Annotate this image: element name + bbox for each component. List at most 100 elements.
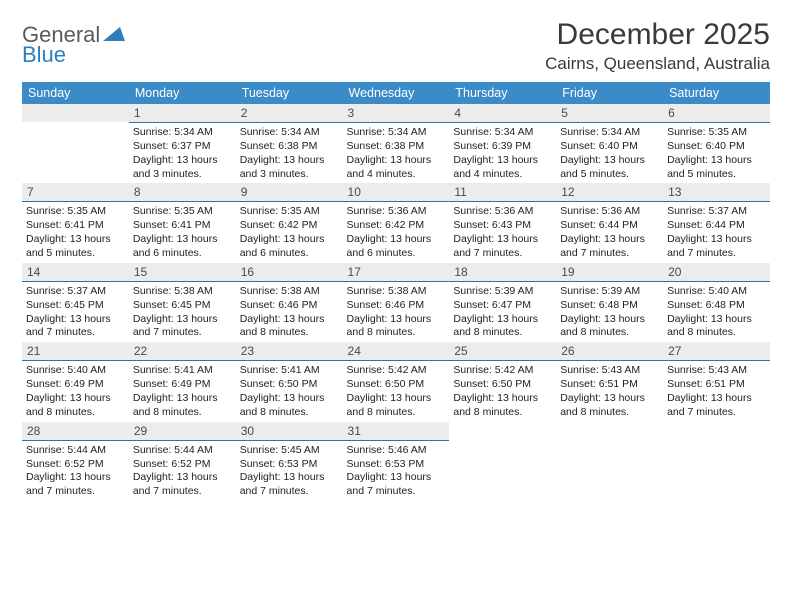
day-detail: Sunrise: 5:41 AMSunset: 6:49 PMDaylight:… [129,361,236,419]
weekday-header: Thursday [449,82,556,104]
calendar-cell [556,422,663,501]
weekday-header: Saturday [663,82,770,104]
day-detail: Sunrise: 5:37 AMSunset: 6:45 PMDaylight:… [22,282,129,340]
calendar-cell: 21Sunrise: 5:40 AMSunset: 6:49 PMDayligh… [22,342,129,421]
day-detail: Sunrise: 5:35 AMSunset: 6:42 PMDaylight:… [236,202,343,260]
day-detail: Sunrise: 5:38 AMSunset: 6:45 PMDaylight:… [129,282,236,340]
calendar-cell: 6Sunrise: 5:35 AMSunset: 6:40 PMDaylight… [663,104,770,183]
calendar-cell [663,422,770,501]
day-number: 18 [449,263,556,282]
day-number: 31 [343,422,450,441]
calendar-cell: 1Sunrise: 5:34 AMSunset: 6:37 PMDaylight… [129,104,236,183]
day-detail: Sunrise: 5:38 AMSunset: 6:46 PMDaylight:… [343,282,450,340]
calendar-cell: 25Sunrise: 5:42 AMSunset: 6:50 PMDayligh… [449,342,556,421]
day-number: 21 [22,342,129,361]
calendar-cell: 17Sunrise: 5:38 AMSunset: 6:46 PMDayligh… [343,263,450,342]
calendar-header-row: SundayMondayTuesdayWednesdayThursdayFrid… [22,82,770,104]
calendar-cell: 28Sunrise: 5:44 AMSunset: 6:52 PMDayligh… [22,422,129,501]
day-number: 12 [556,183,663,202]
logo-text-blue: Blue [22,42,66,68]
day-detail: Sunrise: 5:42 AMSunset: 6:50 PMDaylight:… [449,361,556,419]
day-detail: Sunrise: 5:41 AMSunset: 6:50 PMDaylight:… [236,361,343,419]
calendar-cell: 5Sunrise: 5:34 AMSunset: 6:40 PMDaylight… [556,104,663,183]
calendar-cell: 10Sunrise: 5:36 AMSunset: 6:42 PMDayligh… [343,183,450,262]
calendar-cell: 16Sunrise: 5:38 AMSunset: 6:46 PMDayligh… [236,263,343,342]
day-detail: Sunrise: 5:42 AMSunset: 6:50 PMDaylight:… [343,361,450,419]
day-detail: Sunrise: 5:38 AMSunset: 6:46 PMDaylight:… [236,282,343,340]
day-detail: Sunrise: 5:34 AMSunset: 6:39 PMDaylight:… [449,123,556,181]
header: General December 2025 Cairns, Queensland… [22,18,770,82]
day-detail: Sunrise: 5:44 AMSunset: 6:52 PMDaylight:… [22,441,129,499]
day-number: 3 [343,104,450,123]
day-number: 17 [343,263,450,282]
weekday-header: Tuesday [236,82,343,104]
calendar-cell: 27Sunrise: 5:43 AMSunset: 6:51 PMDayligh… [663,342,770,421]
calendar-cell: 2Sunrise: 5:34 AMSunset: 6:38 PMDaylight… [236,104,343,183]
calendar-week-row: 14Sunrise: 5:37 AMSunset: 6:45 PMDayligh… [22,263,770,342]
day-detail: Sunrise: 5:34 AMSunset: 6:37 PMDaylight:… [129,123,236,181]
day-detail: Sunrise: 5:36 AMSunset: 6:42 PMDaylight:… [343,202,450,260]
day-detail: Sunrise: 5:43 AMSunset: 6:51 PMDaylight:… [663,361,770,419]
day-detail: Sunrise: 5:45 AMSunset: 6:53 PMDaylight:… [236,441,343,499]
calendar-cell: 31Sunrise: 5:46 AMSunset: 6:53 PMDayligh… [343,422,450,501]
day-number: 10 [343,183,450,202]
day-number: 20 [663,263,770,282]
day-number: 27 [663,342,770,361]
calendar-cell: 20Sunrise: 5:40 AMSunset: 6:48 PMDayligh… [663,263,770,342]
day-number: 2 [236,104,343,123]
day-number: 14 [22,263,129,282]
calendar-cell: 14Sunrise: 5:37 AMSunset: 6:45 PMDayligh… [22,263,129,342]
location-subtitle: Cairns, Queensland, Australia [545,54,770,74]
day-detail: Sunrise: 5:39 AMSunset: 6:47 PMDaylight:… [449,282,556,340]
day-detail: Sunrise: 5:34 AMSunset: 6:40 PMDaylight:… [556,123,663,181]
empty-leading-cell [22,104,129,122]
calendar-cell: 19Sunrise: 5:39 AMSunset: 6:48 PMDayligh… [556,263,663,342]
day-number: 23 [236,342,343,361]
weekday-header: Sunday [22,82,129,104]
weekday-header: Friday [556,82,663,104]
calendar-cell: 24Sunrise: 5:42 AMSunset: 6:50 PMDayligh… [343,342,450,421]
title-block: December 2025 Cairns, Queensland, Austra… [545,18,770,82]
calendar-cell: 13Sunrise: 5:37 AMSunset: 6:44 PMDayligh… [663,183,770,262]
day-detail: Sunrise: 5:34 AMSunset: 6:38 PMDaylight:… [236,123,343,181]
calendar-cell: 12Sunrise: 5:36 AMSunset: 6:44 PMDayligh… [556,183,663,262]
calendar-cell: 23Sunrise: 5:41 AMSunset: 6:50 PMDayligh… [236,342,343,421]
day-number: 9 [236,183,343,202]
day-detail: Sunrise: 5:43 AMSunset: 6:51 PMDaylight:… [556,361,663,419]
day-number: 5 [556,104,663,123]
calendar-cell: 22Sunrise: 5:41 AMSunset: 6:49 PMDayligh… [129,342,236,421]
calendar-cell: 7Sunrise: 5:35 AMSunset: 6:41 PMDaylight… [22,183,129,262]
day-number: 7 [22,183,129,202]
page: General December 2025 Cairns, Queensland… [0,0,792,612]
day-detail: Sunrise: 5:36 AMSunset: 6:43 PMDaylight:… [449,202,556,260]
calendar-cell: 30Sunrise: 5:45 AMSunset: 6:53 PMDayligh… [236,422,343,501]
day-detail: Sunrise: 5:35 AMSunset: 6:41 PMDaylight:… [129,202,236,260]
day-number: 25 [449,342,556,361]
calendar-cell: 8Sunrise: 5:35 AMSunset: 6:41 PMDaylight… [129,183,236,262]
month-title: December 2025 [545,18,770,52]
day-number: 11 [449,183,556,202]
day-detail: Sunrise: 5:36 AMSunset: 6:44 PMDaylight:… [556,202,663,260]
day-detail: Sunrise: 5:40 AMSunset: 6:48 PMDaylight:… [663,282,770,340]
day-detail: Sunrise: 5:34 AMSunset: 6:38 PMDaylight:… [343,123,450,181]
day-number: 1 [129,104,236,123]
calendar-cell: 18Sunrise: 5:39 AMSunset: 6:47 PMDayligh… [449,263,556,342]
day-number: 22 [129,342,236,361]
day-detail: Sunrise: 5:35 AMSunset: 6:41 PMDaylight:… [22,202,129,260]
day-number: 29 [129,422,236,441]
weekday-header: Monday [129,82,236,104]
calendar-week-row: 28Sunrise: 5:44 AMSunset: 6:52 PMDayligh… [22,422,770,501]
day-detail: Sunrise: 5:40 AMSunset: 6:49 PMDaylight:… [22,361,129,419]
day-detail: Sunrise: 5:37 AMSunset: 6:44 PMDaylight:… [663,202,770,260]
calendar-week-row: 21Sunrise: 5:40 AMSunset: 6:49 PMDayligh… [22,342,770,421]
calendar-cell: 4Sunrise: 5:34 AMSunset: 6:39 PMDaylight… [449,104,556,183]
calendar-week-row: 7Sunrise: 5:35 AMSunset: 6:41 PMDaylight… [22,183,770,262]
day-number: 28 [22,422,129,441]
weekday-header: Wednesday [343,82,450,104]
calendar-week-row: 1Sunrise: 5:34 AMSunset: 6:37 PMDaylight… [22,104,770,183]
calendar-table: SundayMondayTuesdayWednesdayThursdayFrid… [22,82,770,501]
day-number: 30 [236,422,343,441]
day-detail: Sunrise: 5:39 AMSunset: 6:48 PMDaylight:… [556,282,663,340]
day-number: 8 [129,183,236,202]
calendar-cell: 26Sunrise: 5:43 AMSunset: 6:51 PMDayligh… [556,342,663,421]
